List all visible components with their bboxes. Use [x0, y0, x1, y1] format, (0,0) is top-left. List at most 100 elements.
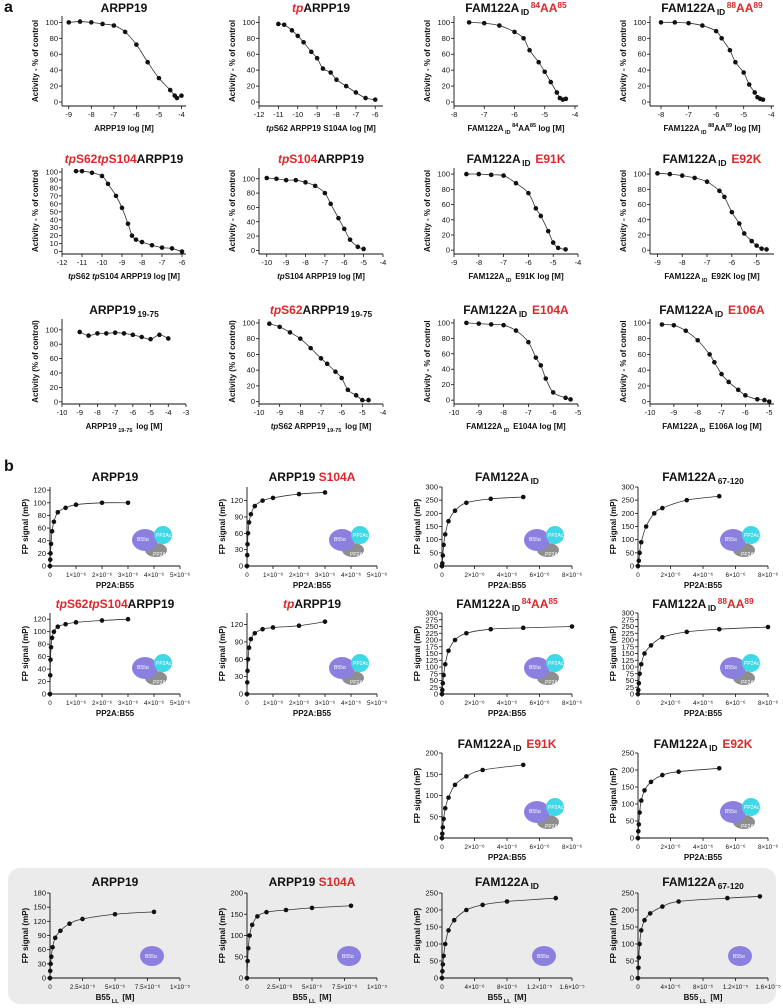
- x-axis-label: ARPP19 log [M]: [94, 124, 154, 133]
- text-part: S104: [100, 597, 128, 611]
- y-tick-label: 0: [42, 690, 46, 699]
- y-tick-label: 80: [442, 334, 450, 343]
- data-point: [735, 387, 741, 393]
- y-tick-label: 200: [621, 766, 634, 775]
- data-point: [636, 687, 641, 693]
- y-tick-label: 60: [638, 50, 646, 59]
- text-part: ARPP19: [89, 303, 136, 317]
- data-point: [122, 29, 128, 35]
- data-point: [452, 782, 458, 788]
- data-point: [441, 672, 446, 678]
- text-part: PP2A:B55: [293, 581, 332, 590]
- data-point: [48, 657, 53, 663]
- data-point: [246, 520, 252, 525]
- data-point: [672, 20, 678, 25]
- data-point: [328, 70, 333, 75]
- data-point: [684, 629, 690, 635]
- x-tick-label: 0: [636, 844, 640, 851]
- chart-title: FAM122A ID E92K: [663, 152, 762, 168]
- chart-title: FAM122A ID84AA85: [465, 0, 567, 17]
- data-point: [361, 246, 366, 252]
- data-point: [322, 619, 328, 624]
- x-tick-label: -7: [525, 408, 532, 417]
- y-tick-label: 40: [38, 665, 46, 674]
- x-axis-label: B55 LL [M]: [684, 993, 723, 1005]
- data-point: [439, 691, 445, 697]
- data-point: [318, 356, 324, 361]
- y-tick-label: 60: [235, 529, 243, 538]
- text-part: 89: [726, 123, 732, 129]
- y-tick-label: 200: [425, 906, 438, 915]
- data-point: [245, 656, 251, 662]
- data-point: [308, 345, 313, 351]
- cartoon-b55: [132, 657, 158, 679]
- data-point: [439, 975, 445, 981]
- y-tick-label: 80: [638, 185, 646, 194]
- y-tick-label: 20: [247, 82, 255, 91]
- x-axis-label: PP2A:B55: [684, 853, 723, 862]
- x-tick-label: -9: [119, 258, 126, 267]
- data-point: [296, 491, 302, 497]
- y-axis-label: Activity - % of control: [619, 170, 628, 252]
- text-part: ID: [531, 881, 539, 891]
- text-part: ID: [505, 130, 511, 136]
- text-part: 19-75: [118, 428, 132, 434]
- data-point: [283, 907, 289, 913]
- y-tick-label: 60: [247, 350, 255, 359]
- data-point: [446, 648, 451, 654]
- cartoon-b55: [337, 946, 361, 966]
- y-tick-label: 40: [247, 217, 255, 226]
- y-tick-label: 50: [430, 812, 438, 821]
- x-tick-label: 0: [440, 700, 444, 707]
- text-part: S104 ARPP19 log [M]: [100, 272, 181, 281]
- data-point: [480, 767, 485, 773]
- data-point: [51, 519, 57, 525]
- data-point: [249, 922, 255, 928]
- y-axis-label: FP signal (mP): [21, 625, 30, 681]
- chart-title: tpS104ARPP19: [278, 152, 364, 166]
- text-part: tp: [68, 272, 76, 281]
- data-point: [440, 687, 445, 693]
- y-tick-label: 0: [434, 562, 438, 571]
- text-part: ARPP19: [86, 422, 118, 431]
- data-point: [139, 239, 145, 245]
- y-tick-label: 80: [38, 640, 46, 649]
- text-part: S104: [109, 152, 137, 166]
- cartoon-label: PP2Aa: [545, 680, 561, 686]
- x-tick-label: -6: [525, 258, 532, 267]
- y-tick-label: 10: [50, 239, 58, 248]
- text-part: E91K log [M]: [513, 272, 564, 281]
- text-part: ARPP19: [92, 470, 139, 484]
- x-tick-label: -5: [156, 110, 163, 119]
- x-tick-label: 2×10⁻⁶: [289, 700, 310, 707]
- x-tick-label: 4×10⁻⁶: [693, 700, 714, 707]
- text-part: ARPP19: [303, 303, 350, 317]
- data-point: [637, 671, 642, 677]
- x-tick-label: 3×10⁻⁶: [315, 700, 336, 707]
- chart-title: FAM122A ID E92K: [654, 737, 753, 753]
- data-point: [563, 247, 568, 252]
- text-part: 85: [548, 596, 558, 606]
- text-part: S62 ARPP19: [278, 422, 326, 431]
- x-tick-label: 2×10⁻⁶: [464, 572, 485, 579]
- x-tick-label: 6×10⁻⁶: [725, 572, 746, 579]
- x-tick-label: 5×10⁻⁶: [170, 572, 191, 579]
- data-point: [179, 93, 184, 98]
- fit-curve: [441, 764, 524, 839]
- x-tick-label: -5: [541, 110, 548, 119]
- x-tick-label: 2×10⁻⁶: [92, 700, 113, 707]
- text-part: FAM122A: [659, 303, 713, 317]
- y-tick-label: 20: [247, 381, 255, 390]
- y-tick-label: 75: [430, 669, 438, 678]
- y-axis-label: FP signal (mP): [413, 625, 422, 681]
- y-tick-label: 200: [621, 636, 634, 645]
- x-tick-label: -8: [94, 408, 101, 417]
- data-point: [322, 190, 328, 196]
- cartoon-label: PP2Aa: [741, 824, 757, 830]
- x-tick-label: -6: [372, 110, 379, 119]
- x-tick-label: 8×10⁻⁶: [562, 572, 583, 579]
- x-axis-label: PP2A:B55: [488, 709, 527, 718]
- y-tick-label: 0: [42, 974, 46, 983]
- x-axis-label: tpS62 tpS104 ARPP19 log [M]: [68, 272, 180, 281]
- y-tick-label: 25: [430, 683, 438, 692]
